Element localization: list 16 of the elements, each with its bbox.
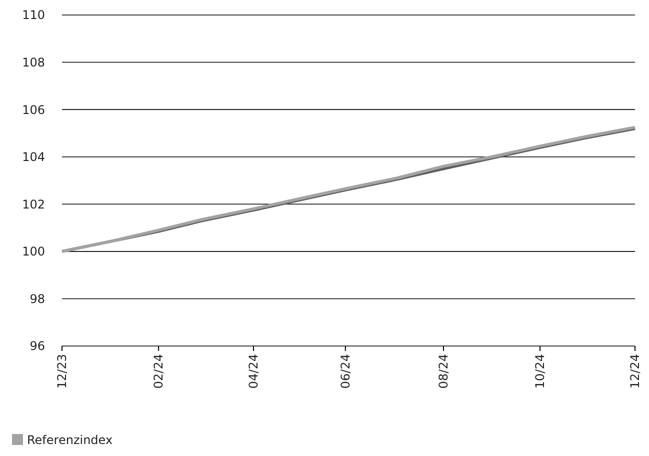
y-tick-label: 110 (22, 8, 45, 22)
y-tick-label: 96 (30, 339, 45, 354)
y-tick-label: 100 (22, 244, 45, 259)
x-tick-label: 06/24 (338, 354, 353, 389)
x-tick-label: 10/24 (533, 354, 548, 389)
x-tick-label: 12/23 (55, 354, 70, 389)
x-tick-label: 02/24 (152, 354, 166, 389)
x-tick-label: 04/24 (246, 354, 261, 389)
y-tick-label: 106 (22, 102, 45, 117)
x-tick-label: 12/24 (628, 354, 642, 389)
y-tick-label: 104 (22, 150, 45, 164)
y-tick-label: 98 (30, 292, 45, 306)
legend-label: Referenzindex (27, 433, 113, 447)
x-tick-label: 08/24 (436, 354, 451, 389)
y-tick-label: 108 (22, 55, 45, 70)
y-tick-label: 102 (22, 197, 45, 212)
